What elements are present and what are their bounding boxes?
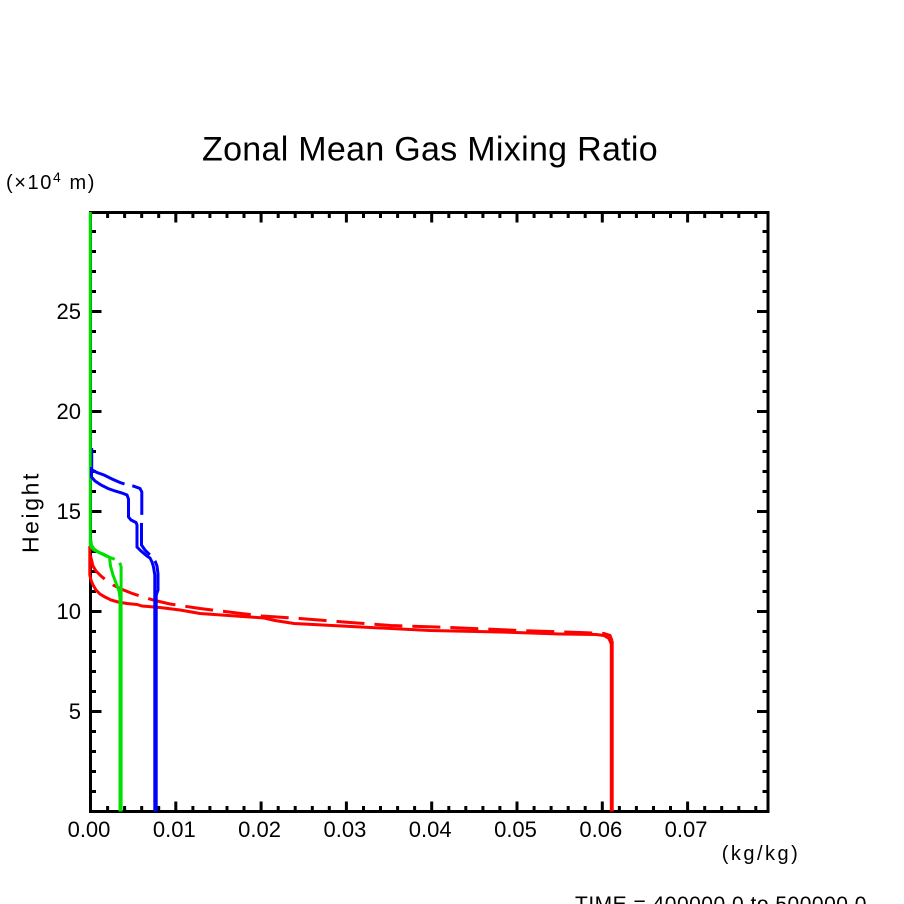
- svg-text:0.02: 0.02: [238, 817, 281, 842]
- svg-text:0.06: 0.06: [579, 817, 622, 842]
- svg-text:0.07: 0.07: [665, 817, 708, 842]
- svg-text:0.03: 0.03: [323, 817, 366, 842]
- svg-text:0.01: 0.01: [153, 817, 196, 842]
- svg-text:0.04: 0.04: [409, 817, 452, 842]
- svg-text:Height: Height: [18, 471, 44, 553]
- svg-text:(×104 m): (×104 m): [6, 169, 96, 194]
- svg-text:15: 15: [57, 499, 81, 524]
- svg-text:25: 25: [57, 299, 81, 324]
- svg-text:0.00: 0.00: [68, 817, 111, 842]
- svg-text:20: 20: [57, 399, 81, 424]
- svg-text:10: 10: [57, 599, 81, 624]
- svg-text:TIME = 400000.0 to 500000.0: TIME = 400000.0 to 500000.0: [575, 893, 867, 904]
- svg-text:5: 5: [69, 699, 81, 724]
- svg-text:Zonal Mean Gas Mixing Ratio: Zonal Mean Gas Mixing Ratio: [202, 131, 658, 169]
- svg-text:(kg/kg): (kg/kg): [722, 843, 801, 865]
- svg-text:0.05: 0.05: [494, 817, 537, 842]
